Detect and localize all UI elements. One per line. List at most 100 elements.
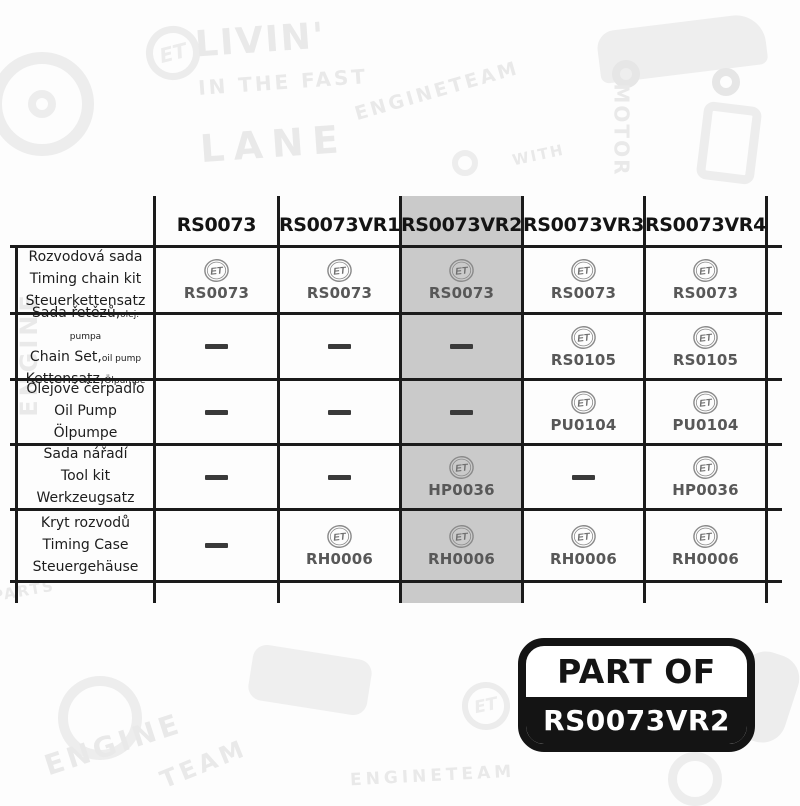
svg-text:ET: ET xyxy=(577,265,592,277)
engineteam-logo-icon: ET xyxy=(204,259,229,282)
engineteam-logo-icon: ET xyxy=(327,524,352,548)
grid-line xyxy=(10,443,782,446)
label-note: oil pump xyxy=(101,353,142,364)
label-de: Ölpumpe xyxy=(53,425,118,441)
dash-icon xyxy=(572,474,595,480)
part-cell: ET PU0104 xyxy=(524,381,643,443)
grid-line xyxy=(521,196,524,603)
part-cell: ET RS0073 xyxy=(156,248,277,312)
car-wheel-icon xyxy=(612,60,640,88)
grid-line xyxy=(10,245,782,248)
empty-cell xyxy=(156,381,277,443)
part-code: HP0036 xyxy=(672,481,739,499)
row-label-chain-set: Sada řetězů,olej. pumpa Chain Set,oil pu… xyxy=(18,305,153,387)
row-label-tool-kit: Sada nářadí Tool kit Werkzeugsatz xyxy=(18,446,153,508)
label-en: Oil Pump xyxy=(54,403,117,419)
engineteam-logo-icon: ET xyxy=(693,391,718,414)
svg-text:ET: ET xyxy=(699,265,714,277)
svg-text:ET: ET xyxy=(577,531,592,543)
column-header-rs0073vr1: RS0073VR1 xyxy=(278,214,401,236)
watermark-text: LANE xyxy=(198,116,349,172)
grid-line xyxy=(765,196,768,603)
label-en: Timing chain kit xyxy=(29,271,142,287)
grid-line xyxy=(10,378,782,381)
part-cell: ET RH0006 xyxy=(402,511,521,580)
svg-text:ET: ET xyxy=(699,397,714,409)
wheel-hub-icon xyxy=(28,90,56,118)
empty-cell xyxy=(156,315,277,378)
ring-icon xyxy=(668,752,722,806)
label-de: Steuerkettensatz xyxy=(25,293,146,309)
row-label-timing-chain-kit: Rozvodová sada Timing chain kit Steuerke… xyxy=(18,248,153,312)
label-cs: Kryt rozvodů xyxy=(40,514,131,531)
piston-icon xyxy=(246,642,374,718)
label-cs: Rozvodová sada xyxy=(28,249,143,265)
highlight-band-rs0073vr2 xyxy=(399,196,524,603)
part-code: RS0073 xyxy=(550,284,617,302)
svg-text:ET: ET xyxy=(333,265,348,277)
wheel-icon xyxy=(58,676,142,760)
svg-text:ET: ET xyxy=(455,531,470,543)
et-sticker-text: ET xyxy=(156,38,190,68)
engineteam-logo-icon: ET xyxy=(571,524,596,548)
watermark-text: WITH xyxy=(510,140,567,170)
svg-text:ET: ET xyxy=(333,531,348,543)
label-cs: Sada řetězů, xyxy=(31,304,121,321)
label-en: Timing Case xyxy=(42,536,129,553)
engineteam-logo-icon: ET xyxy=(571,325,596,349)
watermark-text: ENGINETEAM xyxy=(349,761,516,791)
empty-cell xyxy=(280,446,399,508)
row-label-timing-case: Kryt rozvodů Timing Case Steuergehäuse xyxy=(18,511,153,580)
grid-line xyxy=(10,508,782,511)
watermark-text: LIVIN' xyxy=(193,15,328,66)
part-code: RS0073 xyxy=(672,284,739,302)
jerrycan-icon xyxy=(695,100,763,186)
dash-icon xyxy=(205,344,228,349)
empty-cell xyxy=(402,315,521,378)
part-cell: ET RS0105 xyxy=(524,315,643,378)
part-cell: ET HP0036 xyxy=(402,446,521,508)
watermark-text: IN THE FAST xyxy=(197,64,369,100)
engineteam-logo-icon: ET xyxy=(327,259,352,282)
et-sticker-icon: ET xyxy=(457,677,515,735)
column-header-rs0073vr4: RS0073VR4 xyxy=(644,214,767,236)
label-de: Kettensatz, xyxy=(25,370,105,387)
part-code: PU0104 xyxy=(550,416,617,434)
grid-line xyxy=(10,312,782,315)
part-cell: ET PU0104 xyxy=(646,381,765,443)
part-of-label: PART OF xyxy=(557,652,716,691)
row-label-oil-pump: Olejové čerpadlo Oil Pump Ölpumpe xyxy=(18,381,153,443)
dash-icon xyxy=(205,543,228,548)
label-en: Chain Set, xyxy=(29,348,102,365)
empty-cell xyxy=(280,381,399,443)
part-cell: ET RH0006 xyxy=(280,511,399,580)
column-header-rs0073: RS0073 xyxy=(176,214,257,236)
grid-line xyxy=(153,196,156,603)
grid-line xyxy=(15,245,18,603)
part-code: RH0006 xyxy=(305,549,374,568)
column-header-rs0073vr3: RS0073VR3 xyxy=(522,214,645,236)
part-code: PU0104 xyxy=(672,416,739,434)
grid-line xyxy=(643,196,646,603)
watermark-text: MOTOR xyxy=(609,83,634,177)
part-cell: ET HP0036 xyxy=(646,446,765,508)
svg-text:ET: ET xyxy=(577,332,592,344)
label-note: Ölpumpe xyxy=(104,375,146,386)
engineteam-logo-icon: ET xyxy=(571,259,596,282)
dash-icon xyxy=(205,474,228,480)
car-wheel-icon xyxy=(712,68,740,96)
empty-cell xyxy=(402,381,521,443)
compatibility-table: RS0073 RS0073VR1 RS0073VR2 RS0073VR3 RS0… xyxy=(10,196,782,603)
et-sticker-text: ET xyxy=(472,693,500,719)
part-cell: ET RS0073 xyxy=(646,248,765,312)
part-cell: ET RH0006 xyxy=(524,511,643,580)
svg-text:ET: ET xyxy=(699,332,714,344)
part-code: RS0105 xyxy=(550,350,617,369)
part-cell: ET RS0073 xyxy=(280,248,399,312)
empty-cell xyxy=(524,446,643,508)
part-code: RS0105 xyxy=(672,350,739,369)
dash-icon xyxy=(450,344,473,349)
svg-text:ET: ET xyxy=(577,397,592,409)
svg-text:ET: ET xyxy=(699,531,714,543)
